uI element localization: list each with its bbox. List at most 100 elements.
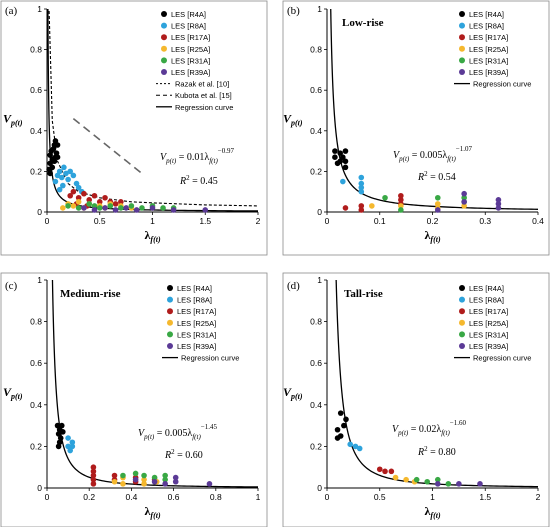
x-axis-label: λf(t): [145, 504, 161, 520]
legend-marker: [161, 22, 167, 29]
data-point: [337, 433, 344, 439]
data-point: [133, 207, 140, 213]
y-tick-label: 0.6: [310, 358, 322, 368]
data-point: [332, 148, 338, 154]
data-point: [102, 194, 108, 201]
panel-label: (c): [5, 280, 18, 292]
x-tick-label: 0.2: [83, 492, 95, 502]
data-point: [358, 174, 365, 181]
y-axis-label: Vp(t): [3, 112, 23, 128]
data-point: [382, 468, 388, 475]
legend-label: LES [R31A]: [469, 56, 508, 65]
x-tick-label: 0.1: [374, 216, 386, 226]
data-point: [141, 481, 147, 487]
data-point: [90, 468, 97, 475]
legend-label: LES [R4A]: [171, 10, 206, 19]
data-point: [347, 441, 354, 448]
x-tick-label: 0.2: [427, 216, 439, 226]
data-point: [69, 439, 76, 446]
legend-label: LES [R31A]: [171, 56, 210, 65]
data-point: [398, 197, 404, 203]
legend-marker: [167, 319, 173, 326]
legend-label: LES [R17A]: [469, 33, 508, 42]
panel-title: Low-rise: [342, 17, 384, 29]
x-tick-label: 1.5: [199, 216, 211, 226]
series-R31A: [382, 194, 467, 213]
data-point: [403, 476, 409, 483]
legend-marker: [161, 69, 167, 75]
data-point: [352, 443, 359, 450]
data-point: [424, 478, 431, 485]
data-point: [65, 443, 71, 450]
y-axis-label: Vp(t): [283, 112, 303, 128]
data-point: [337, 150, 343, 156]
x-tick-label: 0.8: [210, 492, 222, 502]
legend-label: LES [R8A]: [171, 22, 206, 31]
data-point: [86, 197, 92, 203]
data-point: [434, 201, 441, 207]
data-point: [61, 164, 67, 171]
r-squared: R2 = 0.60: [164, 448, 203, 461]
y-tick-label: 0.4: [310, 400, 322, 410]
data-point: [65, 435, 71, 441]
panel-border: [282, 0, 550, 256]
y-tick-label: 0.8: [30, 45, 42, 55]
y-tick-label: 0.4: [30, 400, 42, 410]
data-point: [65, 203, 71, 209]
data-point: [434, 476, 441, 483]
data-point: [51, 158, 58, 165]
data-point: [413, 476, 420, 483]
regression-curve: [335, 279, 539, 488]
series-R39A: [434, 190, 502, 213]
panel-border: [282, 272, 550, 527]
x-tick-label: 2: [536, 492, 541, 502]
legend: LES [R4A] LES [R8A] LES [R17A] LES [R25A] LE…: [162, 284, 239, 363]
legend: LES [R4A] LES [R8A] LES [R17A] LES [R25A] LE…: [156, 10, 233, 112]
y-tick-label: 0.8: [310, 317, 322, 327]
data-point: [342, 164, 349, 171]
data-point: [172, 474, 179, 481]
data-point: [132, 470, 139, 477]
data-point: [162, 476, 168, 483]
data-point: [52, 138, 59, 144]
data-point: [398, 192, 404, 199]
data-point: [358, 203, 365, 209]
data-point: [139, 205, 145, 211]
legend-marker: [459, 45, 465, 52]
panel-border: [0, 272, 268, 527]
data-point: [202, 207, 209, 213]
legend-label: Regression curve: [473, 80, 531, 89]
y-axis-label: Vp(t): [283, 385, 303, 401]
series-R17A: [376, 466, 395, 475]
data-point: [398, 207, 404, 213]
legend-label: LES [R39A]: [469, 342, 508, 351]
data-point: [81, 190, 87, 197]
data-point: [67, 192, 74, 199]
x-axis-label: λf(t): [145, 228, 161, 244]
legend-marker: [459, 11, 465, 17]
x-axis-label: λf(t): [425, 228, 441, 244]
data-point: [162, 472, 168, 479]
x-tick-label: 0.6: [168, 492, 180, 502]
x-tick-label: 0: [325, 492, 330, 502]
y-tick-label: 0.6: [30, 85, 42, 95]
legend-marker: [161, 57, 167, 64]
data-point: [120, 481, 126, 487]
data-point: [141, 472, 147, 479]
data-point: [60, 182, 66, 189]
r-squared: R2 = 0.80: [417, 445, 456, 458]
y-tick-label: 1: [37, 275, 42, 285]
data-point: [356, 445, 363, 452]
data-point: [337, 410, 344, 416]
data-point: [57, 435, 64, 441]
legend-label: LES [R17A]: [469, 307, 508, 316]
y-tick-label: 0.4: [310, 126, 322, 136]
legend-label: LES [R31A]: [177, 330, 216, 339]
legend-label: Kubota et al. [15]: [175, 91, 232, 100]
x-tick-label: 1: [256, 492, 261, 502]
y-tick-label: 0: [317, 483, 322, 493]
legend-marker: [167, 296, 173, 303]
data-point: [91, 192, 98, 199]
regression-curve: [51, 279, 259, 488]
data-point: [369, 203, 375, 209]
